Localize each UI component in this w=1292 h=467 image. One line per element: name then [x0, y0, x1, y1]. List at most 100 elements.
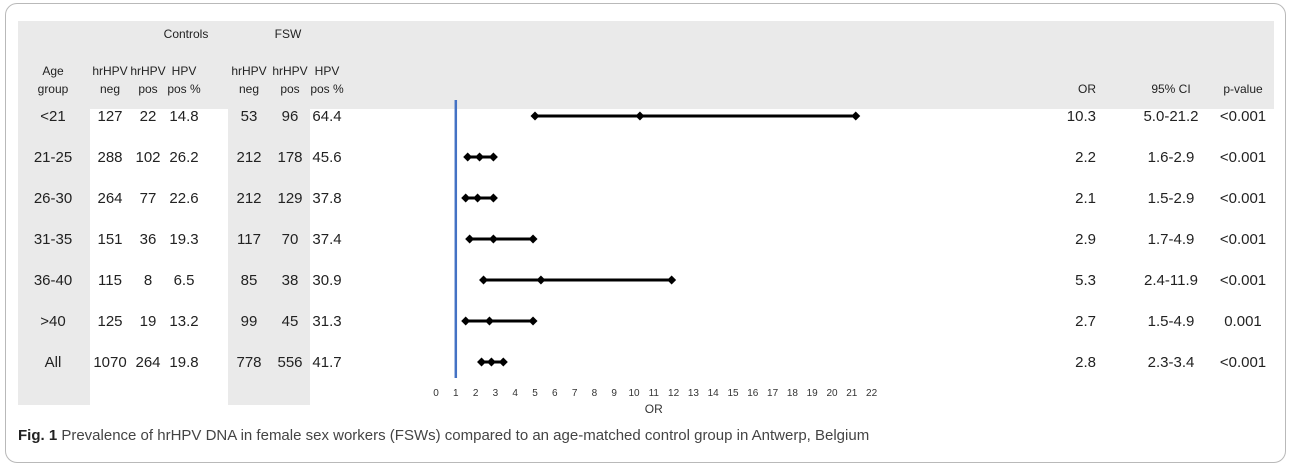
x-tick-label: 19 [807, 388, 819, 399]
table-cell-c_pct: 14.8 [169, 108, 198, 125]
caption-label: Fig. 1 [18, 427, 58, 444]
ci-lower-marker [461, 193, 471, 203]
ci-lower-marker [479, 275, 489, 285]
table-cell-c_pct: 19.8 [169, 354, 198, 371]
table-cell-f_pos: 45 [282, 313, 299, 330]
table-cell-c_pos: 36 [140, 231, 157, 248]
x-tick-label: 15 [727, 388, 739, 399]
column-header-line1: HPV [172, 64, 197, 78]
ci-lower-marker [477, 357, 487, 367]
table-cell-f_pct: 31.3 [312, 313, 341, 330]
table-cell-c_pct: 19.3 [169, 231, 198, 248]
ci-lower-marker [530, 111, 540, 121]
x-tick-label: 14 [708, 388, 720, 399]
x-tick-label: 7 [572, 388, 578, 399]
ci-value: 1.6-2.9 [1148, 149, 1195, 166]
or-value: 10.3 [1067, 108, 1096, 125]
column-header-line1: hrHPV [92, 64, 127, 78]
table-cell-c_neg: 264 [97, 190, 122, 207]
x-tick-label: 2 [473, 388, 479, 399]
column-header-line1: hrHPV [231, 64, 266, 78]
x-tick-label: 17 [767, 388, 779, 399]
table-cell-f_neg: 99 [241, 313, 258, 330]
x-tick-label: 21 [846, 388, 858, 399]
table-cell-c_pos: 22 [140, 108, 157, 125]
column-header-line2: pos % [310, 82, 344, 96]
pvalue-value: 0.001 [1224, 313, 1262, 330]
column-header-line2: pos [138, 82, 157, 96]
table-cell-c_pos: 77 [140, 190, 157, 207]
table-cell-c_pos: 19 [140, 313, 157, 330]
pvalue-value: <0.001 [1220, 149, 1266, 166]
x-tick-label: 13 [688, 388, 700, 399]
ci-value: 1.7-4.9 [1148, 231, 1195, 248]
ci-value: 5.0-21.2 [1143, 108, 1198, 125]
or-ci-pvalue-columns: OR 95% CI p-value 10.3 5.0-21.2 <0.001 2.2 1.6-… [1067, 82, 1266, 371]
column-header-line1: HPV [315, 64, 340, 78]
table-shading [18, 21, 1274, 405]
column-header-line1: Age [42, 64, 64, 78]
or-point-marker [488, 234, 498, 244]
column-header-line2: pos [280, 82, 299, 96]
x-tick-label: 12 [668, 388, 680, 399]
ci-value: 1.5-4.9 [1148, 313, 1195, 330]
table-cell-c_pct: 6.5 [174, 272, 195, 289]
ci-upper-marker [488, 152, 498, 162]
figure-caption: Fig. 1 Prevalence of hrHPV DNA in female… [18, 427, 869, 444]
fsw-neg-column-shade [228, 109, 270, 405]
header-band [18, 21, 1274, 109]
x-tick-label: 0 [433, 388, 439, 399]
x-tick-label: 9 [611, 388, 617, 399]
table-cell-f_neg: 117 [237, 231, 261, 248]
table-cell-f_pct: 64.4 [312, 108, 341, 125]
ci-upper-marker [528, 316, 538, 326]
caption-text: Prevalence of hrHPV DNA in female sex wo… [61, 427, 870, 444]
or-point-marker [536, 275, 546, 285]
pvalue-value: <0.001 [1220, 108, 1266, 125]
x-tick-label: 22 [866, 388, 878, 399]
or-point-marker [473, 193, 483, 203]
table-cell-age: <21 [40, 108, 65, 125]
column-header-line2: neg [239, 82, 259, 96]
fsw-pos-column-shade [270, 109, 310, 405]
table-cell-age: 26-30 [34, 190, 72, 207]
or-point-marker [635, 111, 645, 121]
table-cell-c_neg: 127 [97, 108, 122, 125]
table-cell-f_pos: 129 [277, 190, 302, 207]
x-tick-label: 10 [628, 388, 640, 399]
table-cell-c_neg: 1070 [93, 354, 126, 371]
or-value: 2.9 [1075, 231, 1096, 248]
table-cell-age: 31-35 [34, 231, 72, 248]
or-value: 2.2 [1075, 149, 1096, 166]
or-value: 2.8 [1075, 354, 1096, 371]
table-cell-f_pos: 70 [282, 231, 299, 248]
ci-value: 2.4-11.9 [1144, 272, 1198, 289]
controls-group-header: Controls [164, 27, 209, 41]
x-tick-label: 3 [493, 388, 499, 399]
figure-frame [5, 3, 1286, 463]
table-cell-c_pct: 26.2 [169, 149, 198, 166]
pvalue-value: <0.001 [1220, 190, 1266, 207]
ci-upper-marker [498, 357, 508, 367]
ci-upper-marker [667, 275, 677, 285]
table-cell-f_neg: 85 [241, 272, 258, 289]
table-cell-f_pos: 556 [277, 354, 302, 371]
ci-upper-marker [851, 111, 861, 121]
table-cell-c_neg: 125 [97, 313, 122, 330]
or-point-marker [484, 316, 494, 326]
table-cell-f_pct: 41.7 [312, 354, 341, 371]
x-tick-label: 6 [552, 388, 558, 399]
x-tick-label: 5 [532, 388, 538, 399]
pvalue-value: <0.001 [1220, 354, 1266, 371]
column-header-line2: group [38, 82, 69, 96]
ci-value: 1.5-2.9 [1148, 190, 1195, 207]
ci-lower-marker [461, 316, 471, 326]
x-axis-title: OR [645, 402, 663, 416]
x-tick-label: 20 [826, 388, 838, 399]
or-header: OR [1078, 82, 1096, 96]
table-cell-c_pos: 264 [135, 354, 160, 371]
table-cell-c_neg: 151 [97, 231, 122, 248]
table-cell-f_neg: 212 [236, 190, 261, 207]
